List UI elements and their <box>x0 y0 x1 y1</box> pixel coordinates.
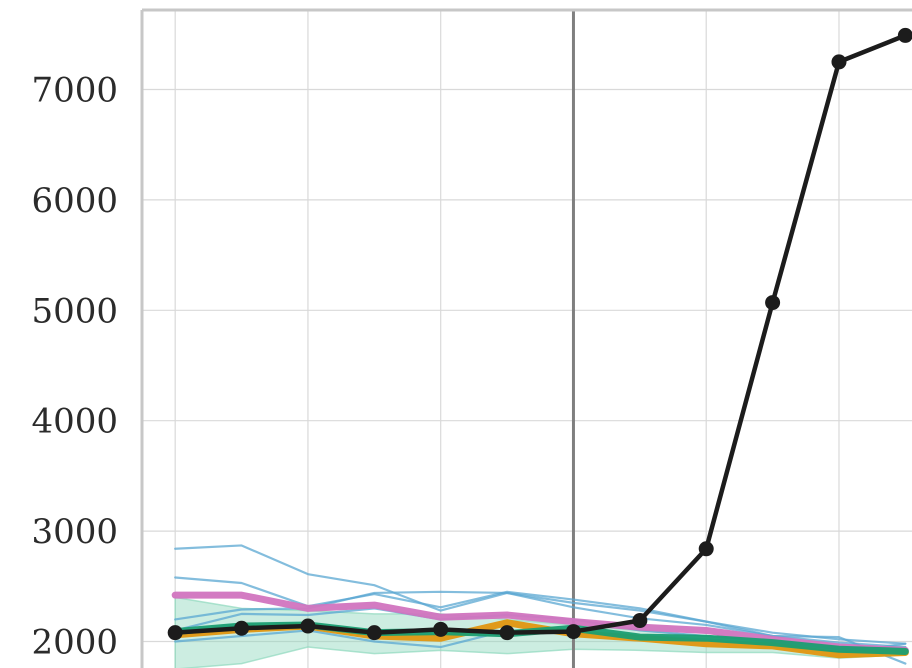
y-tick-label: 7000 <box>31 70 118 110</box>
axis-layer: 2000 3000 4000 5000 6000 7000 <box>31 8 912 668</box>
data-point <box>300 618 316 634</box>
data-point <box>167 625 183 641</box>
data-point <box>698 541 714 557</box>
y-tick-label: 2000 <box>31 623 118 663</box>
series-line-8 <box>172 33 908 635</box>
data-point <box>234 620 250 636</box>
data-point <box>897 27 912 43</box>
data-point <box>831 54 847 70</box>
y-tick-label: 3000 <box>31 512 118 552</box>
grid-layer <box>142 10 912 668</box>
y-tick-label: 5000 <box>31 291 118 331</box>
series-layer <box>167 27 912 665</box>
data-point <box>366 625 382 641</box>
y-tick-label: 4000 <box>31 402 118 442</box>
data-point <box>433 621 449 637</box>
data-point <box>765 295 781 311</box>
data-point <box>499 625 515 641</box>
data-point <box>632 613 648 629</box>
data-point <box>565 624 581 640</box>
y-tick-label: 6000 <box>31 181 118 221</box>
series-line-1 <box>174 576 907 645</box>
